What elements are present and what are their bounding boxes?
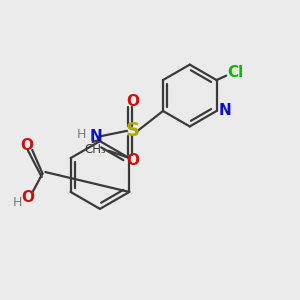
Text: CH₃: CH₃ (85, 143, 106, 156)
Text: H: H (13, 196, 22, 209)
Text: N: N (218, 103, 231, 118)
Text: O: O (20, 138, 33, 153)
Text: O: O (126, 94, 139, 109)
Text: Cl: Cl (227, 65, 243, 80)
Text: H: H (77, 128, 86, 141)
Text: S: S (125, 122, 139, 140)
Text: O: O (126, 153, 139, 168)
Text: N: N (89, 129, 102, 144)
Text: O: O (21, 190, 34, 205)
